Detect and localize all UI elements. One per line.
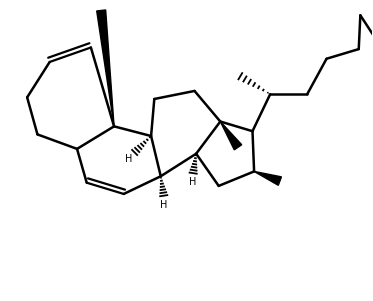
Text: H: H (125, 154, 132, 164)
Polygon shape (97, 10, 114, 126)
Polygon shape (254, 172, 282, 185)
Polygon shape (220, 122, 242, 150)
Text: H: H (160, 200, 167, 209)
Text: H: H (189, 177, 197, 187)
